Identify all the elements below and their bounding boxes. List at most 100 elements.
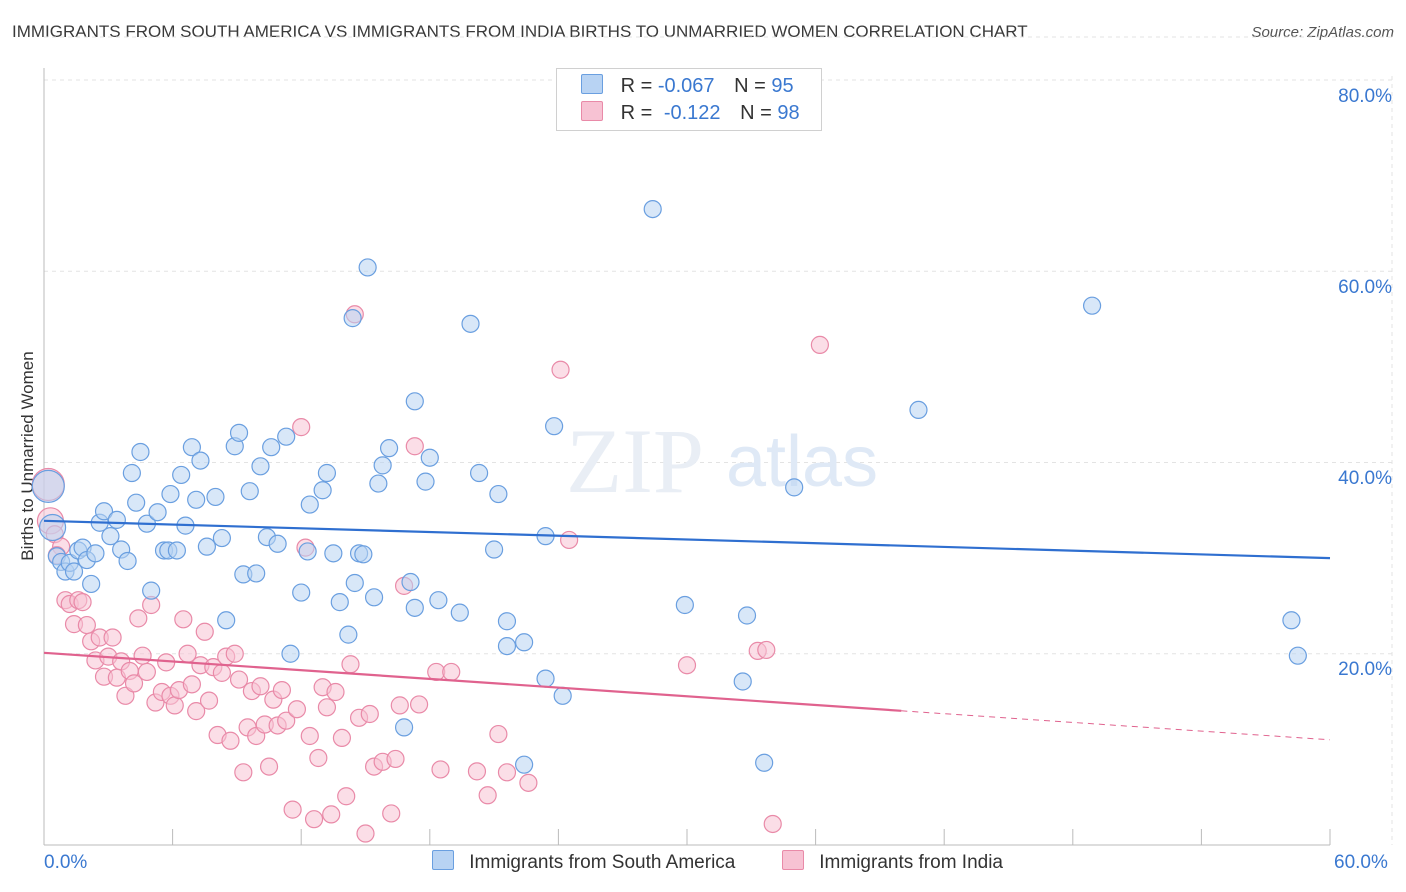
data-point — [129, 609, 148, 628]
data-point — [187, 702, 206, 721]
data-point — [326, 682, 345, 702]
y-tick-label-60: 60.0% — [1338, 277, 1392, 298]
data-point — [64, 562, 84, 581]
data-point — [763, 814, 782, 834]
data-point — [343, 309, 362, 328]
r-value: -0.122 — [663, 102, 721, 124]
data-point — [251, 677, 270, 696]
data-point — [785, 478, 804, 497]
data-point — [313, 481, 332, 500]
data-point — [77, 615, 96, 635]
trend-line-india — [43, 651, 902, 712]
blue-swatch-icon — [432, 850, 454, 870]
axes — [43, 68, 1331, 846]
y-tick-label-20: 20.0% — [1338, 659, 1392, 680]
data-point — [309, 748, 328, 768]
data-point — [755, 753, 774, 772]
data-point — [354, 545, 373, 564]
blue-swatch-icon — [581, 74, 603, 94]
data-point — [283, 800, 302, 819]
data-point — [229, 423, 249, 442]
trend-lines — [43, 519, 1331, 741]
data-point — [287, 700, 307, 719]
data-point — [416, 472, 435, 491]
data-point — [356, 824, 375, 843]
data-point — [272, 680, 292, 700]
data-point — [298, 542, 317, 561]
data-point — [560, 530, 579, 550]
data-point — [405, 392, 424, 411]
data-point — [733, 672, 752, 691]
data-point — [212, 528, 231, 548]
data-point — [401, 572, 420, 592]
data-point — [195, 622, 214, 641]
data-point — [515, 633, 534, 652]
legend-item-south-america[interactable]: Immigrants from South America — [432, 850, 735, 878]
data-point — [519, 773, 538, 792]
data-point — [107, 510, 126, 529]
data-point — [1288, 646, 1307, 665]
data-point — [174, 610, 193, 629]
data-point — [341, 655, 360, 674]
data-point — [251, 457, 270, 476]
data-point — [420, 448, 439, 467]
legend-item-india[interactable]: Immigrants from India — [782, 850, 1003, 878]
data-point — [187, 490, 206, 509]
data-point — [281, 644, 300, 663]
data-point — [431, 760, 450, 779]
data-point — [643, 199, 662, 219]
n-label: N = — [740, 102, 772, 124]
data-point — [394, 718, 414, 737]
data-point — [405, 598, 424, 617]
data-point — [142, 581, 161, 600]
data-point — [497, 636, 517, 656]
data-point — [553, 686, 572, 705]
data-point — [332, 728, 352, 748]
data-point — [277, 427, 296, 446]
data-point — [373, 456, 392, 475]
stats-legend-box: R = -0.067 N = 95 R = -0.122 N = 98 — [556, 68, 822, 131]
series-india-points — [31, 305, 829, 843]
watermark-zip: ZIP — [566, 410, 704, 512]
data-point — [127, 493, 146, 512]
data-point — [118, 551, 137, 571]
data-point — [442, 662, 461, 682]
data-point — [182, 438, 201, 457]
data-point — [810, 335, 829, 354]
stats-row-south-america: R = -0.067 N = 95 — [581, 74, 794, 100]
data-point — [262, 438, 281, 457]
data-point — [386, 749, 405, 769]
data-point — [909, 400, 928, 420]
data-point — [515, 755, 534, 774]
data-point — [300, 726, 319, 746]
data-point — [757, 640, 776, 660]
data-point — [86, 544, 105, 563]
data-point — [82, 574, 101, 594]
data-point — [324, 544, 343, 563]
data-point — [161, 484, 180, 504]
data-point — [103, 628, 122, 647]
data-point — [489, 724, 508, 744]
n-value: 98 — [777, 102, 800, 124]
data-point — [317, 463, 337, 483]
data-point — [217, 611, 236, 630]
data-point — [409, 695, 429, 714]
stats-row-india: R = -0.122 N = 98 — [581, 101, 800, 127]
data-point — [497, 763, 517, 782]
data-point — [461, 314, 480, 333]
data-point — [133, 646, 152, 665]
data-point — [358, 258, 377, 277]
legend-label: Immigrants from India — [819, 852, 1004, 873]
r-label: R = — [620, 75, 653, 97]
data-point — [172, 465, 191, 485]
data-point — [551, 360, 570, 379]
data-point — [379, 439, 399, 458]
data-point — [206, 487, 225, 507]
data-point — [390, 696, 409, 715]
data-point — [337, 787, 356, 806]
data-point — [545, 417, 564, 436]
y-tick-label-40: 40.0% — [1338, 468, 1392, 489]
y-tick-label-80: 80.0% — [1338, 86, 1392, 107]
data-point — [240, 482, 259, 501]
data-point — [199, 691, 219, 710]
